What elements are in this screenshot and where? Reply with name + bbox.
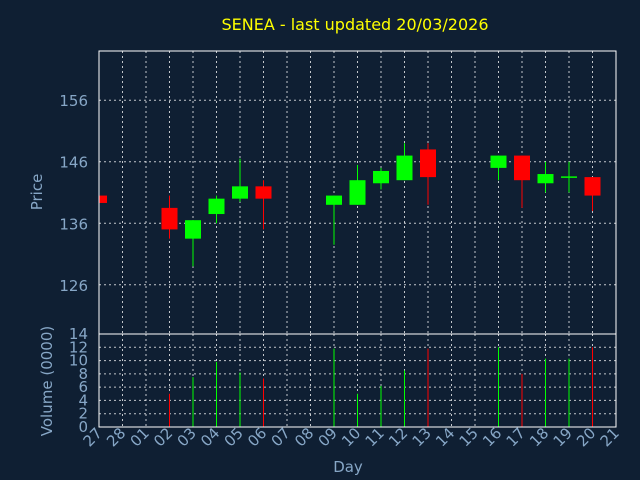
- x-tick-label: 21: [597, 424, 623, 450]
- volume-tick-label: 0: [78, 418, 88, 436]
- x-tick-label: 09: [315, 424, 341, 450]
- candle-body: [490, 155, 507, 168]
- candle-body: [99, 195, 107, 203]
- candle-body: [514, 155, 530, 181]
- volume-tick-label: 12: [69, 338, 88, 356]
- x-tick-label: 18: [526, 424, 552, 450]
- x-axis-ticks: 2728010203040506070809101112131415161718…: [80, 424, 623, 450]
- candle-body: [584, 177, 601, 196]
- candle-body: [161, 207, 178, 230]
- volume-tick-label: 4: [78, 391, 88, 409]
- volume-tick-label: 14: [69, 325, 88, 343]
- candle-body: [373, 170, 389, 184]
- price-tick-label: 136: [59, 215, 88, 233]
- candle-body: [185, 220, 201, 239]
- candle-body: [349, 180, 366, 205]
- x-tick-label: 11: [362, 424, 388, 450]
- volume-tick-label: 10: [69, 352, 88, 370]
- x-tick-label: 14: [432, 424, 458, 450]
- volume-tick-label: 2: [78, 405, 88, 423]
- x-tick-label: 13: [409, 424, 435, 450]
- x-tick-label: 01: [127, 424, 153, 450]
- price-tick-label: 126: [59, 277, 88, 295]
- price-axis-ticks: 126 136 146 156: [59, 92, 88, 295]
- x-axis-label: Day: [333, 458, 363, 476]
- candle-body: [255, 186, 272, 199]
- candle-body: [326, 195, 342, 205]
- volume-bars: [169, 347, 593, 427]
- x-tick-label: 02: [150, 424, 176, 450]
- x-tick-label: 07: [268, 424, 294, 450]
- x-tick-label: 17: [503, 424, 529, 450]
- price-axis-label: Price: [28, 174, 46, 211]
- candle-body: [208, 198, 225, 215]
- x-tick-label: 19: [550, 424, 576, 450]
- candle-body: [396, 155, 413, 181]
- x-tick-label: 06: [244, 424, 270, 450]
- candle-body: [537, 174, 554, 184]
- x-tick-label: 05: [221, 424, 247, 450]
- x-tick-label: 28: [103, 424, 129, 450]
- x-tick-label: 08: [291, 424, 317, 450]
- price-tick-label: 156: [59, 92, 88, 110]
- volume-panel-frame: [98, 333, 617, 428]
- volume-tick-label: 6: [78, 378, 88, 396]
- x-tick-label: 12: [385, 424, 411, 450]
- x-tick-label: 04: [197, 424, 223, 450]
- candles: [98, 143, 601, 267]
- volume-axis-label: Volume (0000): [38, 326, 56, 436]
- x-tick-label: 10: [338, 424, 364, 450]
- x-tick-label: 20: [573, 424, 599, 450]
- x-tick-label: 03: [174, 424, 200, 450]
- candle-body: [420, 149, 436, 178]
- candle-body: [232, 186, 248, 199]
- price-tick-label: 146: [59, 154, 88, 172]
- chart-title: SENEA - last updated 20/03/2026: [221, 15, 488, 34]
- x-tick-label: 16: [479, 424, 505, 450]
- x-tick-label: 15: [456, 424, 482, 450]
- volume-tick-label: 8: [78, 365, 88, 383]
